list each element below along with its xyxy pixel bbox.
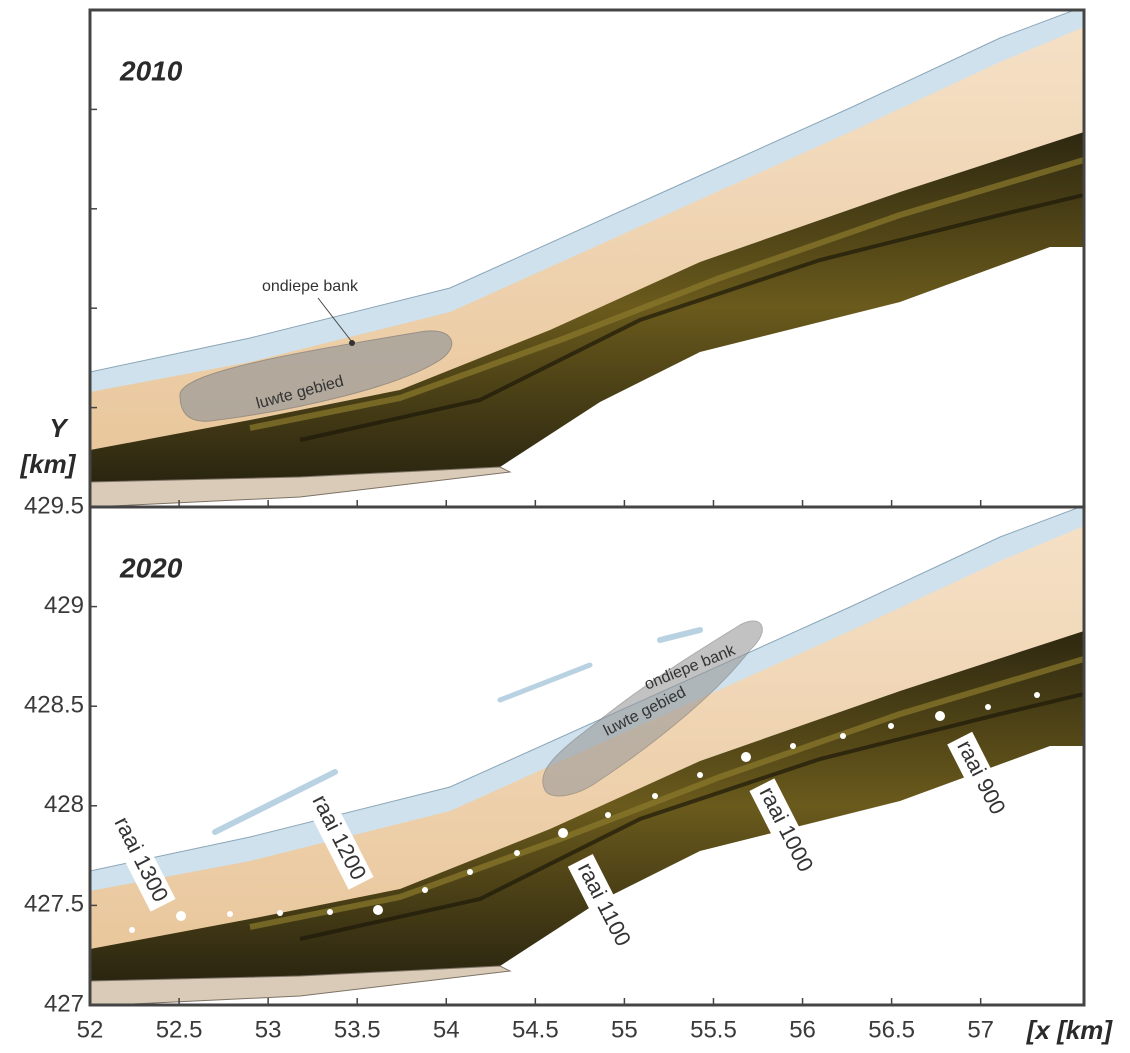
x-tick-label: 55.5 (690, 1016, 737, 1043)
transect-dot (985, 704, 991, 710)
y-tick-label: 428 (44, 791, 84, 818)
transect-dot (514, 850, 520, 856)
x-tick-label: 52.5 (156, 1016, 203, 1043)
y-axis-label: [km] (20, 449, 77, 479)
y-tick-label: 428.5 (24, 692, 84, 719)
transect-dot (327, 909, 333, 915)
transect-dot (373, 905, 383, 915)
transect-dot (605, 812, 611, 818)
transect-dot (558, 828, 568, 838)
transect-dot (422, 887, 428, 893)
y-axis-label: Y (49, 413, 69, 443)
transect-dot (741, 752, 751, 762)
x-tick-label: 57 (967, 1016, 994, 1043)
x-tick-label: 55 (611, 1016, 638, 1043)
annotation: ondiepe bank (262, 278, 359, 295)
x-tick-label: 53 (255, 1016, 282, 1043)
y-tick-label: 429.5 (24, 492, 84, 519)
y-tick-label: 427.5 (24, 891, 84, 918)
x-tick-label: 56.5 (868, 1016, 915, 1043)
transect-dot (790, 743, 796, 749)
map-2020 (90, 507, 1084, 1006)
x-tick-label: 53.5 (334, 1016, 381, 1043)
x-tick-label: 54.5 (512, 1016, 559, 1043)
panel-year: 2020 (119, 552, 183, 583)
transect-dot (277, 910, 283, 916)
x-tick-label: 56 (789, 1016, 816, 1043)
figure: 2010ondiepe bankluwte gebied2020427427.5… (0, 0, 1130, 1053)
transect-dot (129, 927, 135, 933)
transect-dot (697, 772, 703, 778)
transect-dot (840, 733, 846, 739)
transect-dot (1034, 692, 1040, 698)
transect-dot (176, 911, 186, 921)
transect-dot (227, 911, 233, 917)
map-2010 (90, 8, 1084, 507)
transect-dot (467, 869, 473, 875)
transect-dot (935, 711, 945, 721)
x-tick-label: 54 (433, 1016, 460, 1043)
annotation-label: ondiepe bank (262, 278, 359, 295)
y-tick-label: 427 (44, 990, 84, 1017)
panel-year: 2010 (119, 55, 183, 86)
y-tick-label: 429 (44, 592, 84, 619)
transect-dot (888, 723, 894, 729)
x-tick-label: 52 (77, 1016, 104, 1043)
transect-dot (652, 793, 658, 799)
x-axis-label: [x [km] (1026, 1015, 1114, 1045)
